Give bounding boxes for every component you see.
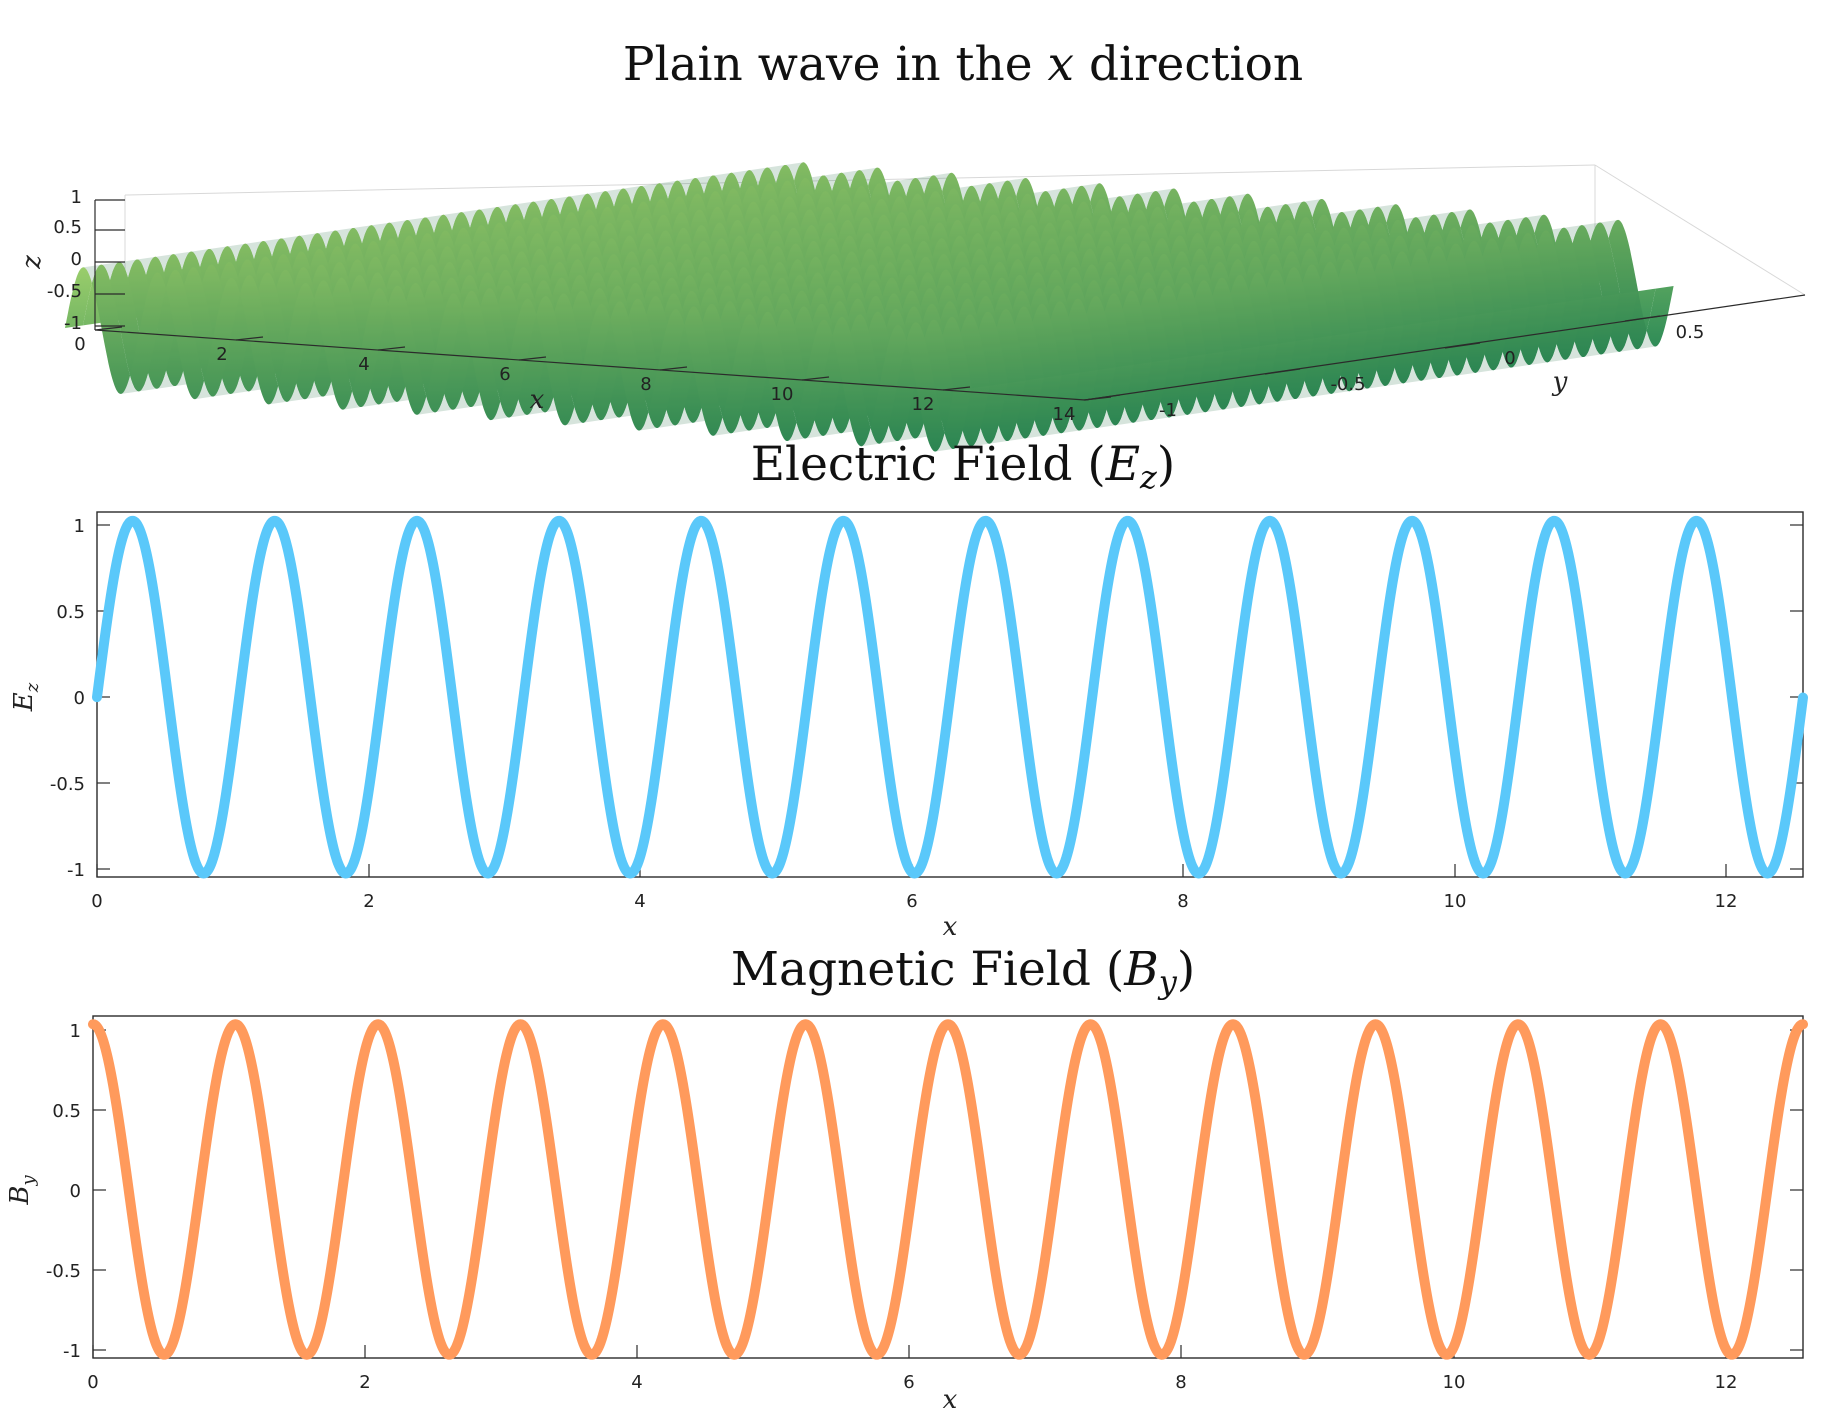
magnetic-title-part-1: Magnetic Field ( [731, 942, 1124, 997]
electric-y-tick-label: 0 [74, 688, 85, 709]
surface-x-tick-label: 4 [358, 354, 369, 375]
magnetic-title-subscript: y [1157, 963, 1178, 1001]
surface-x-tick-label: 12 [912, 394, 935, 415]
surface-x-tick-label: 2 [216, 344, 227, 365]
magnetic-field-series-line [88, 1019, 1808, 1360]
surface-strip [65, 264, 972, 452]
surface-title-variable: x [1047, 37, 1074, 92]
magnetic-y-tick-label: -0.5 [46, 1261, 81, 1282]
magnetic-x-tick-label: 4 [631, 1372, 642, 1393]
magnetic-x-tick-label: 6 [903, 1372, 914, 1393]
surface-x-tick-label: 14 [1053, 404, 1076, 425]
magnetic-y-tick-label: 1 [70, 1021, 81, 1042]
surface-y-tick-label: -1 [1159, 400, 1177, 421]
magnetic-x-ticks: 0 2 4 6 8 10 12 [87, 1345, 1737, 1393]
surface-z-tick-label: -0.5 [47, 281, 82, 302]
magnetic-x-tick-label: 0 [87, 1372, 98, 1393]
magnetic-y-tick-label: 0 [70, 1181, 81, 1202]
surface-x-tick-label: 8 [640, 374, 651, 395]
electric-title-symbol: E [1105, 437, 1140, 492]
surface-shading [83, 162, 1656, 452]
surface-strip [83, 262, 990, 449]
surface-y-tick-label: 0 [1504, 348, 1515, 369]
surface-y-ticks: -1 -0.5 0 0.5 y [1084, 315, 1705, 421]
surface-z-tick-label: 1 [71, 187, 82, 208]
magnetic-title-part-2: ) [1177, 942, 1195, 997]
surface-x-tick-label: 10 [771, 384, 794, 405]
magnetic-x-axis-label: x [943, 1385, 958, 1413]
electric-x-tick-label: 8 [1177, 891, 1188, 912]
electric-x-tick-label: 10 [1444, 891, 1467, 912]
magnetic-y-ticks: 1 0.5 0 -0.5 -1 [46, 1021, 1803, 1362]
surface-z-ticks: 1 0.5 0 -0.5 -1 z [17, 187, 125, 334]
electric-x-tick-label: 0 [91, 891, 102, 912]
surface-panel: Plain wave in the x direction 1 0.5 0 [17, 37, 1806, 452]
magnetic-field-panel: Magnetic Field (By) 1 0.5 0 -0.5 -1 0 2 … [5, 942, 1808, 1413]
surface-z-tick-label: 0 [71, 249, 82, 270]
electric-x-axis-label: x [943, 912, 958, 942]
magnetic-title-symbol: B [1123, 942, 1159, 997]
electric-y-axis-label: Ez [9, 682, 43, 712]
magnetic-y-label-symbol: B [5, 1186, 35, 1206]
magnetic-y-tick-label: 0.5 [52, 1101, 81, 1122]
surface-y-axis-label: y [1552, 367, 1568, 397]
electric-y-tick-label: 0.5 [56, 602, 85, 623]
magnetic-x-tick-label: 10 [1443, 1372, 1466, 1393]
surface-title-part-1: Plain wave in the [623, 37, 1048, 92]
surface-y-tick-label: 0.5 [1676, 322, 1705, 343]
surface-x-ticks: 0 2 4 6 8 10 12 14 x [74, 326, 1112, 425]
magnetic-plot-frame [92, 1015, 1804, 1359]
magnetic-x-tick-label: 8 [1175, 1372, 1186, 1393]
surface-z-axis-label: z [17, 255, 47, 270]
electric-field-panel: Electric Field (Ez) 1 0.5 0 -0.5 -1 0 2 … [9, 437, 1808, 942]
electric-y-label-subscript: z [22, 682, 43, 693]
magnetic-x-tick-label: 2 [359, 1372, 370, 1393]
magnetic-field-title: Magnetic Field (By) [731, 942, 1195, 1001]
electric-y-ticks: 1 0.5 0 -0.5 -1 [50, 516, 1803, 881]
electric-field-series-line [92, 515, 1808, 879]
electric-x-tick-label: 2 [363, 891, 374, 912]
surface-x-tick-label: 6 [499, 364, 510, 385]
surface-title-part-2: direction [1074, 37, 1303, 92]
surface-y-tick-label: -0.5 [1330, 374, 1365, 395]
magnetic-y-tick-label: -1 [63, 1341, 81, 1362]
magnetic-x-tick-label: 12 [1715, 1372, 1738, 1393]
electric-y-tick-label: 1 [74, 516, 85, 537]
electric-title-part-1: Electric Field ( [751, 437, 1106, 492]
electric-x-tick-label: 4 [634, 891, 645, 912]
magnetic-y-axis-label: By [5, 1175, 39, 1206]
surface-z-tick-label: -1 [64, 313, 82, 334]
surface-z-tick-label: 0.5 [53, 217, 82, 238]
magnetic-y-label-subscript: y [18, 1175, 39, 1187]
electric-y-tick-label: -0.5 [50, 774, 85, 795]
electric-field-title: Electric Field (Ez) [751, 437, 1176, 496]
wave-surface [65, 162, 1674, 452]
electric-x-tick-label: 6 [906, 891, 917, 912]
surface-x-axis-label: x [530, 385, 545, 415]
electric-title-part-2: ) [1157, 437, 1175, 492]
electric-title-subscript: z [1139, 458, 1158, 496]
surface-x-tick-label: 0 [74, 334, 85, 355]
surface-x-axis-line [94, 329, 1086, 401]
surface-title: Plain wave in the x direction [623, 37, 1303, 92]
electric-x-tick-label: 12 [1715, 891, 1738, 912]
electric-x-ticks: 0 2 4 6 8 10 12 [91, 864, 1737, 912]
electric-y-tick-label: -1 [67, 860, 85, 881]
electric-y-label-symbol: E [9, 692, 39, 712]
